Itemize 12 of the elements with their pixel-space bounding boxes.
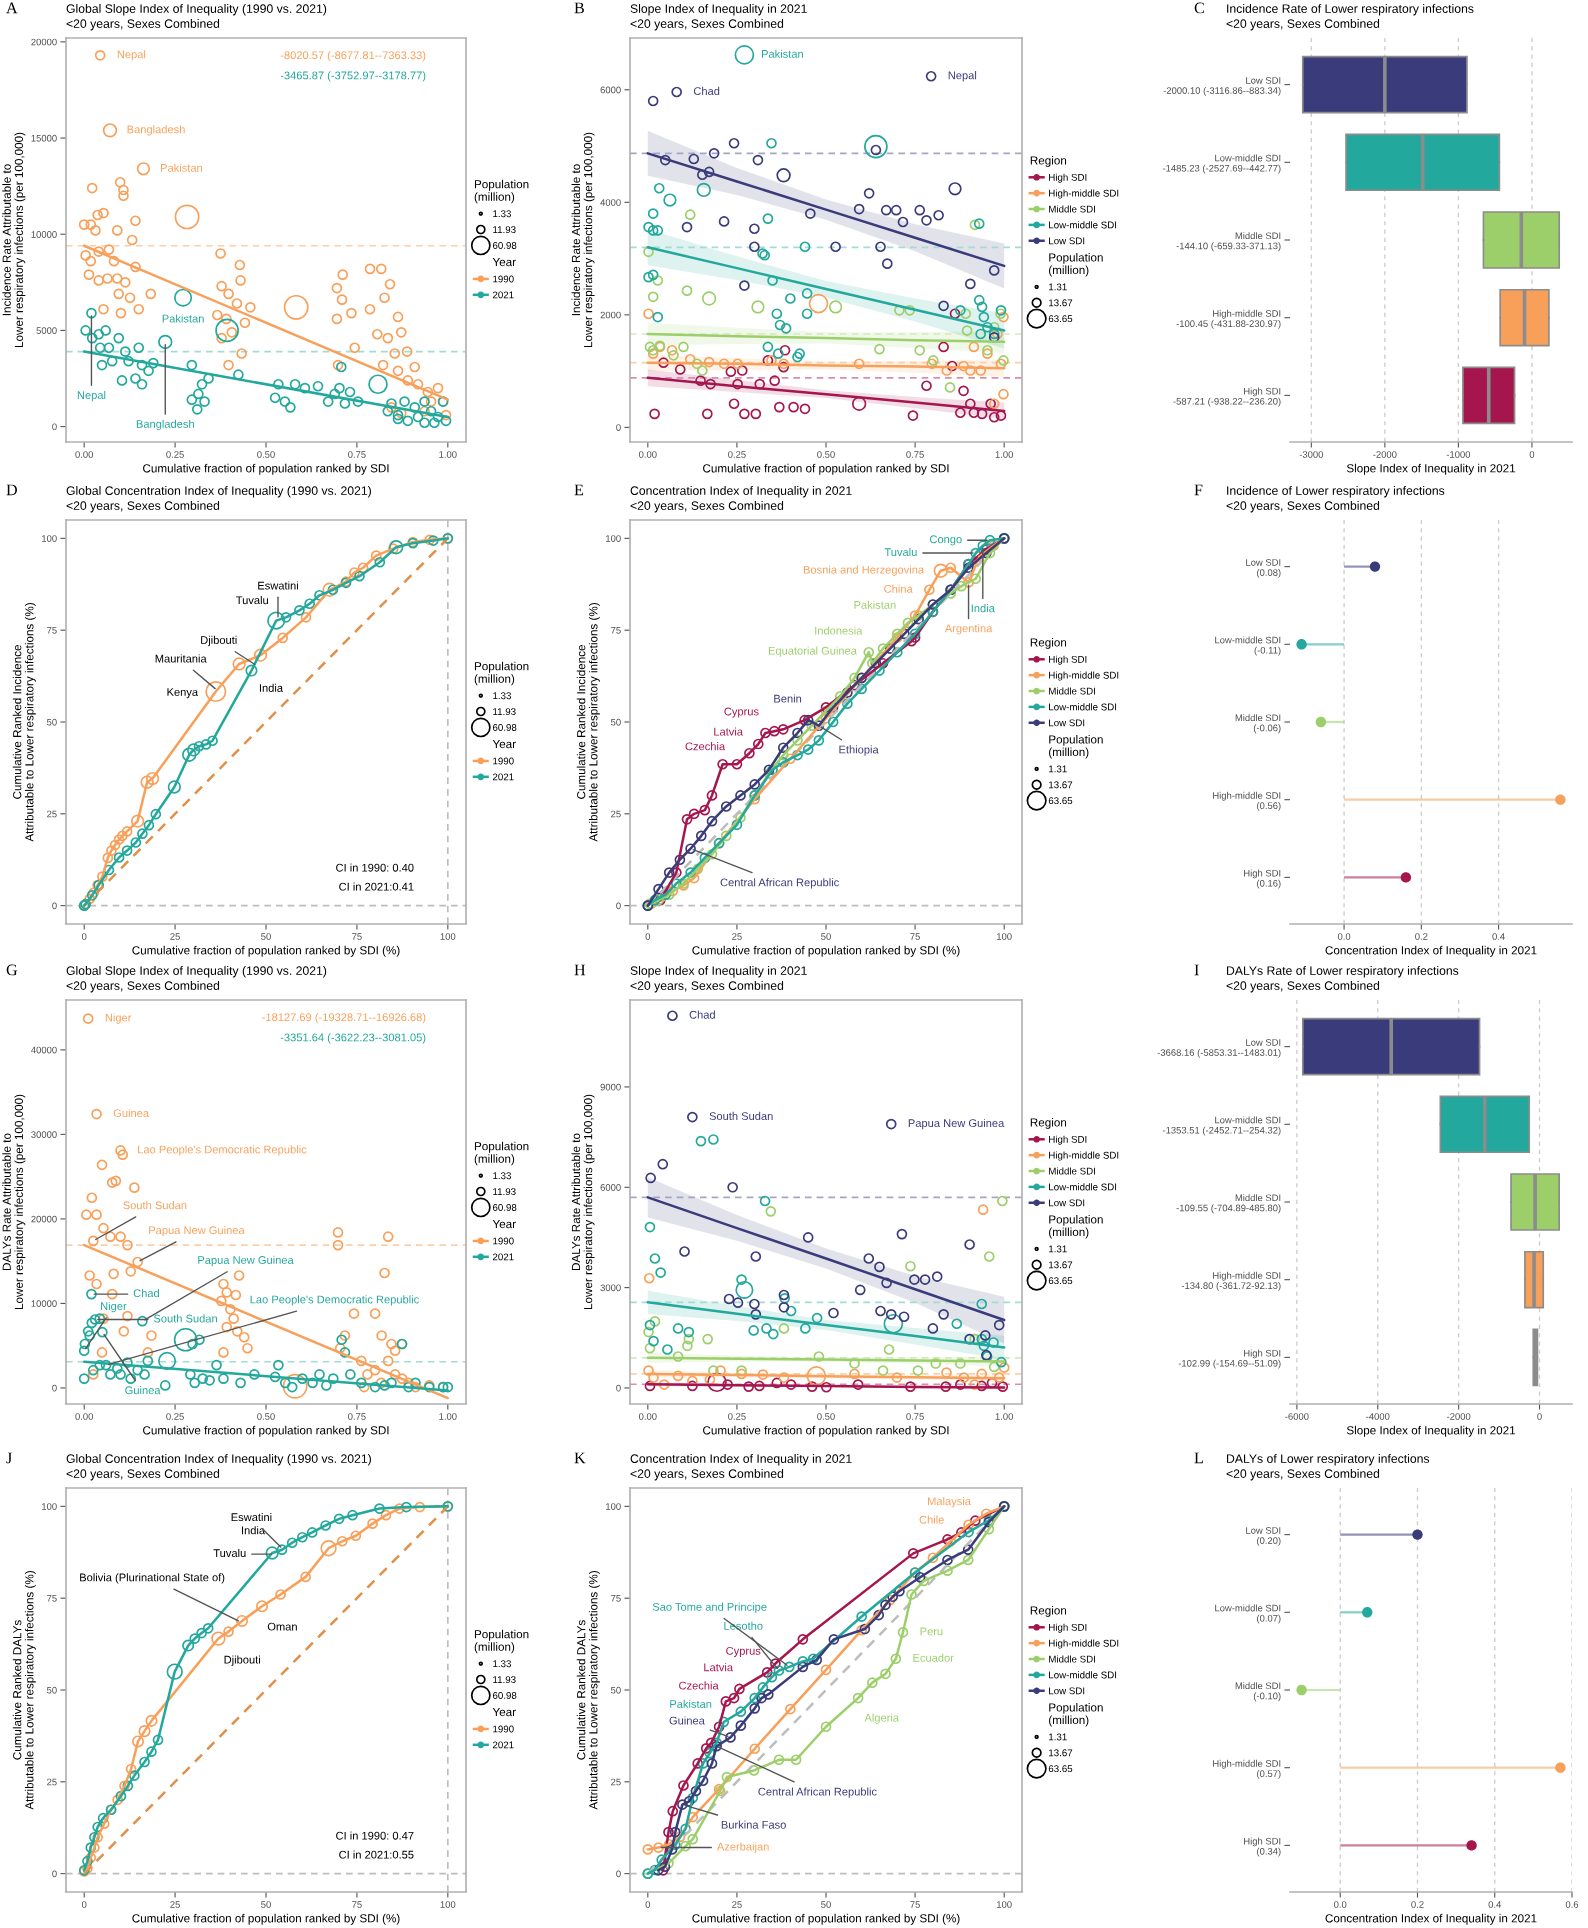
text: J (6, 1452, 12, 1464)
text: A (6, 2, 18, 14)
text: E (574, 484, 584, 496)
text: B (574, 2, 584, 14)
text: L (1194, 1452, 1203, 1464)
text: H (574, 964, 586, 976)
text: I (1194, 964, 1199, 976)
text: C (1194, 2, 1204, 14)
text: G (6, 964, 18, 976)
text: F (1194, 484, 1203, 496)
text: D (6, 484, 17, 496)
text: K (574, 1452, 586, 1464)
